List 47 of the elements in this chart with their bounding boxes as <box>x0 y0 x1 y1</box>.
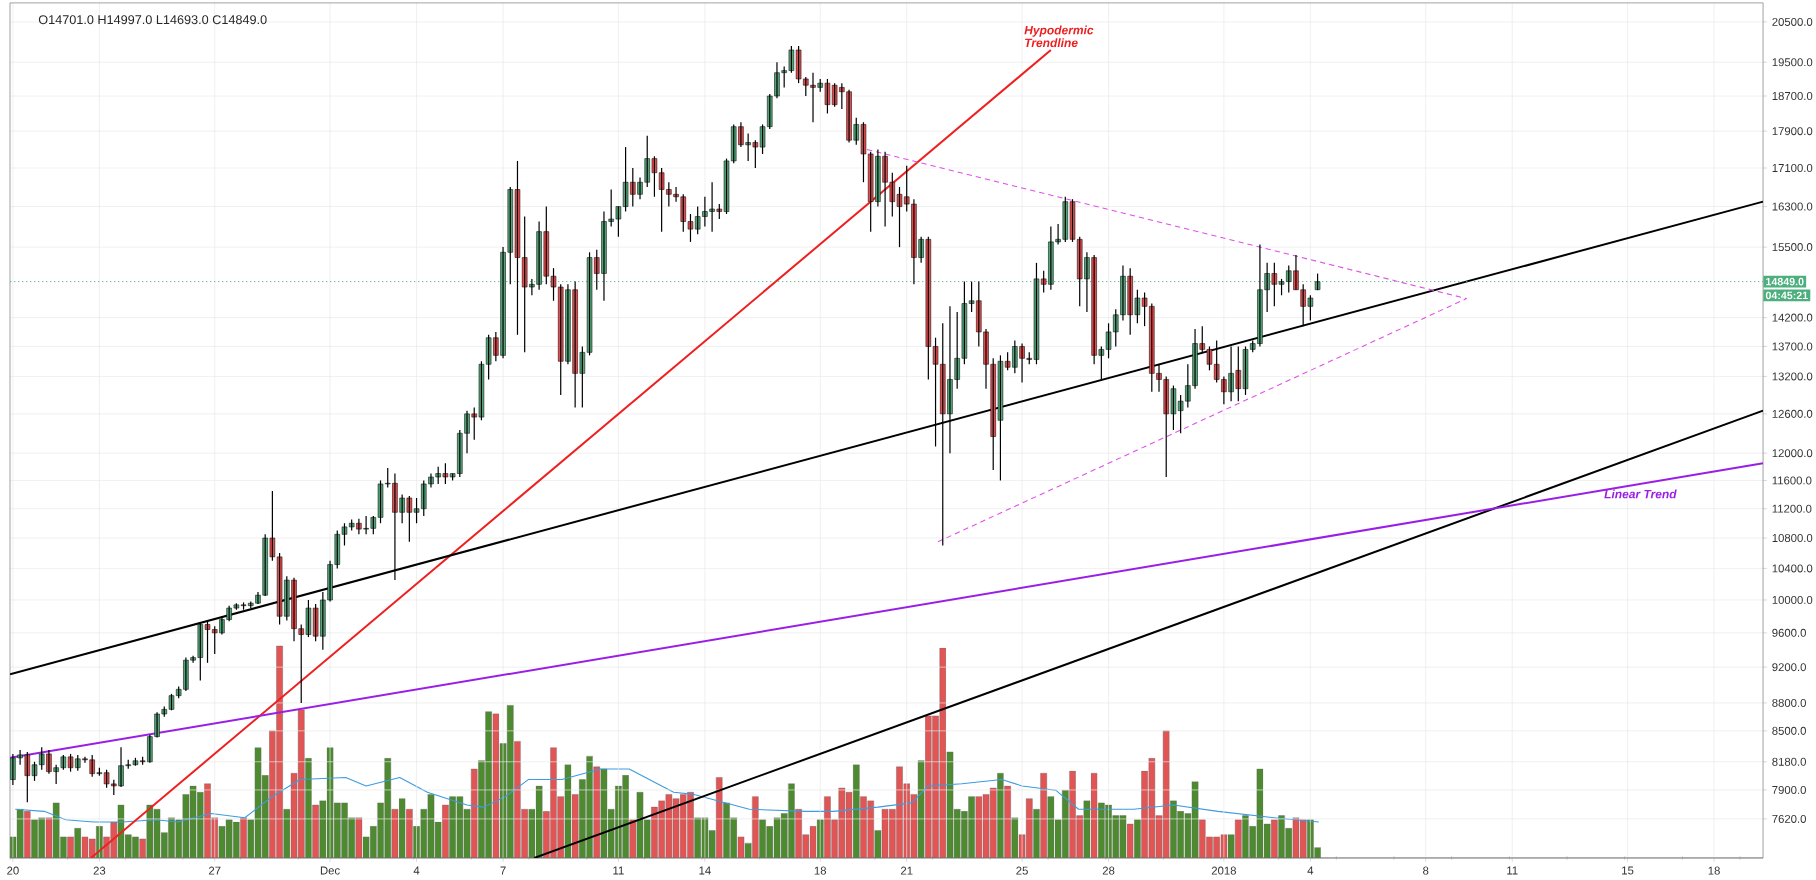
y-tick-label: 13200.0 <box>1772 372 1813 381</box>
y-tick-label: 18700.0 <box>1772 92 1813 101</box>
y-tick-label: 10800.0 <box>1772 534 1813 543</box>
y-tick-label: 11200.0 <box>1772 504 1812 513</box>
x-tick-label: Dec <box>320 866 340 875</box>
y-tick-label: 9600.0 <box>1772 628 1806 637</box>
y-tick-label: 17100.0 <box>1772 164 1813 173</box>
series-label: Linear Trend <box>1604 489 1677 499</box>
y-tick-label: 11600.0 <box>1772 476 1812 485</box>
x-tick-label: 25 <box>1016 866 1028 875</box>
y-tick-label: 12000.0 <box>1772 449 1813 458</box>
annotation: O14701.0 H14997.0 L14693.0 C14849.0 <box>38 15 267 25</box>
y-tick-label: 9200.0 <box>1772 663 1806 672</box>
y-tick-label: 12600.0 <box>1772 409 1813 418</box>
x-tick-label: 21 <box>900 866 913 875</box>
x-tick-label: 2018 <box>1211 866 1236 875</box>
y-tick-label: 7620.0 <box>1772 814 1806 823</box>
y-tick-label: 8180.0 <box>1772 757 1806 766</box>
text: 04:45:21 <box>1765 291 1808 300</box>
x-tick-label: 11 <box>613 866 624 875</box>
x-tick-label: 18 <box>1708 866 1720 875</box>
x-tick-label: 20 <box>7 866 19 875</box>
x-tick-label: 4 <box>413 866 420 875</box>
y-tick-label: 10000.0 <box>1772 595 1813 604</box>
x-tick-label: 15 <box>1622 866 1634 875</box>
x-tick-label: 28 <box>1102 866 1115 875</box>
y-tick-label: 20500.0 <box>1772 17 1813 26</box>
y-tick-label: 10400.0 <box>1772 564 1813 573</box>
y-tick-label: 15500.0 <box>1772 243 1813 252</box>
ref-line-label: 14849.0 <box>1766 277 1804 286</box>
x-tick-label: 7 <box>500 866 506 875</box>
x-tick-label: 23 <box>93 866 106 875</box>
y-tick-label: 8800.0 <box>1772 698 1806 707</box>
x-tick-label: 27 <box>208 866 221 875</box>
y-tick-label: 17900.0 <box>1772 127 1813 136</box>
series-label: Hypodermic Trendline <box>1024 25 1094 48</box>
x-tick-label: 4 <box>1307 866 1314 875</box>
x-tick-label: 14 <box>699 866 711 875</box>
y-tick-label: 16300.0 <box>1772 202 1813 211</box>
y-tick-label: 19500.0 <box>1772 58 1813 67</box>
y-tick-label: 8500.0 <box>1772 726 1806 735</box>
y-tick-label: 14200.0 <box>1772 313 1813 322</box>
x-tick-label: 18 <box>814 866 827 875</box>
y-tick-label: 7900.0 <box>1772 785 1806 794</box>
x-tick-label: 11 <box>1507 866 1518 875</box>
x-tick-label: 8 <box>1423 866 1429 875</box>
y-tick-label: 13700.0 <box>1772 342 1813 351</box>
